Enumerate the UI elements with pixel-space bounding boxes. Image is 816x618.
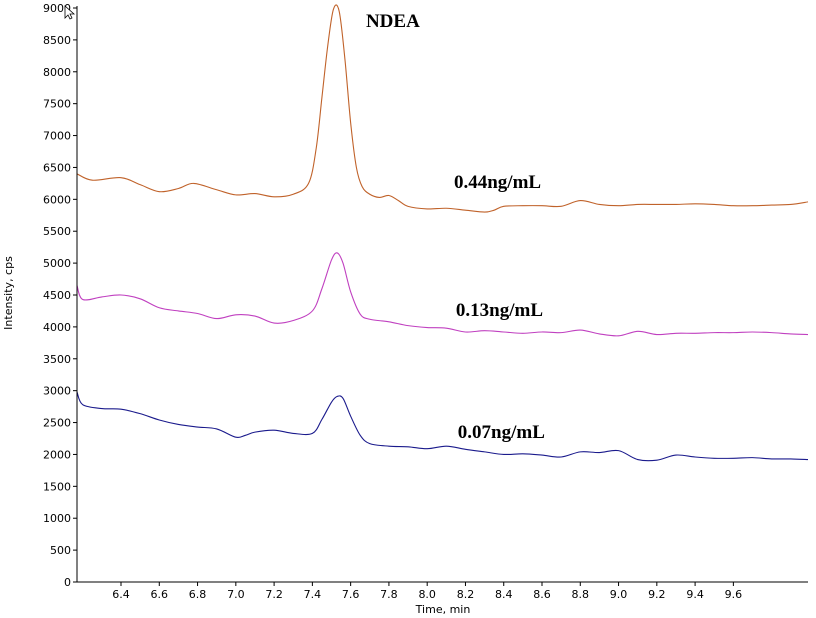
y-tick-label: 8000 (43, 66, 71, 79)
y-tick-label: 5500 (43, 225, 71, 238)
ticks: 0 500 1000 1500 2000 2500 3000 3500 4000 4500 5000… (43, 2, 742, 601)
y-tick-label: 0 (64, 576, 71, 589)
y-tick-label: 1500 (43, 480, 71, 493)
y-tick-label: 9000 (43, 2, 71, 15)
x-tick-label: 7.6 (342, 588, 360, 601)
y-tick-label: 3000 (43, 385, 71, 398)
x-tick-label: 7.8 (380, 588, 398, 601)
x-tick-label: 9.4 (686, 588, 704, 601)
x-tick-label: 8.2 (457, 588, 475, 601)
y-tick-label: 500 (50, 544, 71, 557)
x-tick-label: 9.0 (610, 588, 628, 601)
y-tick-label: 4500 (43, 289, 71, 302)
annotation-label: NDEA (366, 11, 420, 32)
x-tick-label: 7.2 (265, 588, 283, 601)
x-tick-label: 6.4 (112, 588, 130, 601)
series-line-2 (76, 391, 809, 462)
series-line-0 (76, 4, 809, 213)
annotation-label: 0.07ng/mL (458, 422, 545, 443)
y-tick-label: 8500 (43, 34, 71, 47)
series-layer (76, 4, 809, 462)
y-tick-label: 7500 (43, 98, 71, 111)
x-tick-label: 9.2 (648, 588, 666, 601)
y-tick-label: 2500 (43, 417, 71, 430)
series-line-1 (76, 252, 809, 337)
x-tick-label: 8.8 (572, 588, 590, 601)
y-tick-label: 7000 (43, 130, 71, 143)
annotation-label: 0.44ng/mL (454, 172, 541, 193)
y-tick-label: 6000 (43, 193, 71, 206)
x-tick-label: 8.4 (495, 588, 513, 601)
cursor-icon (64, 5, 76, 20)
annotation-label: 0.13ng/mL (456, 300, 543, 321)
x-tick-label: 8.0 (418, 588, 436, 601)
y-axis-title: Intensity, cps (2, 256, 15, 330)
axes (76, 6, 808, 583)
y-tick-label: 3500 (43, 353, 71, 366)
y-tick-label: 4000 (43, 321, 71, 334)
annotations: NDEA 0.44ng/mL 0.13ng/mL 0.07ng/mL (366, 11, 545, 443)
x-tick-label: 7.0 (227, 588, 245, 601)
y-tick-label: 5000 (43, 257, 71, 270)
x-tick-label: 6.8 (189, 588, 207, 601)
x-axis-title: Time, min (415, 603, 471, 616)
x-tick-label: 7.4 (304, 588, 322, 601)
y-tick-label: 2000 (43, 448, 71, 461)
x-tick-label: 9.6 (725, 588, 743, 601)
y-tick-label: 6500 (43, 161, 71, 174)
x-tick-label: 8.6 (533, 588, 551, 601)
y-tick-label: 1000 (43, 512, 71, 525)
x-tick-label: 6.6 (151, 588, 169, 601)
